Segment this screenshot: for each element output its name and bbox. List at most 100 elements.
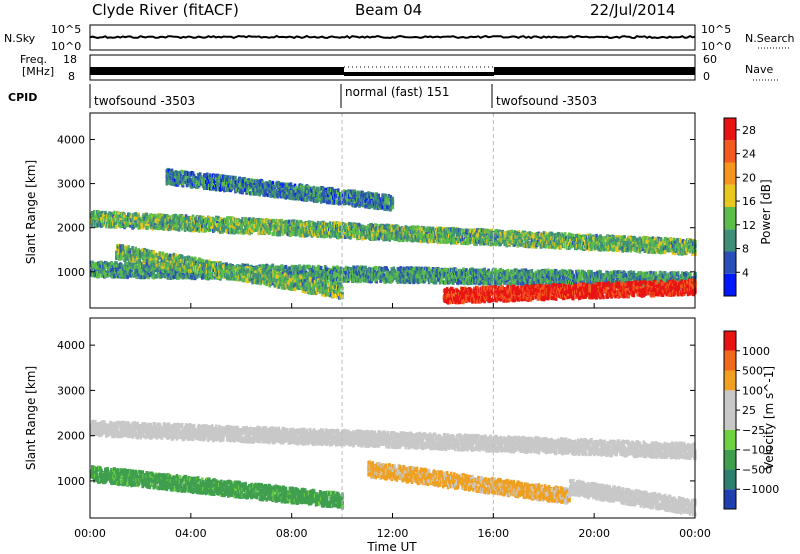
heatmap-cell bbox=[445, 239, 449, 244]
heatmap-cell bbox=[304, 227, 308, 232]
heatmap-cell bbox=[152, 225, 156, 230]
heatmap-cell bbox=[589, 233, 592, 238]
heatmap-cell bbox=[368, 234, 371, 239]
heatmap-cell bbox=[589, 240, 592, 245]
heatmap-cell bbox=[615, 246, 618, 251]
heatmap-cell bbox=[243, 263, 246, 268]
heatmap-cell bbox=[126, 262, 129, 267]
heatmap-cell bbox=[605, 247, 608, 252]
heatmap-cell bbox=[135, 272, 138, 277]
heatmap-cell bbox=[155, 266, 159, 271]
heatmap-cell bbox=[479, 232, 482, 237]
heatmap-cell bbox=[584, 236, 587, 240]
heatmap-cell bbox=[114, 220, 117, 225]
heatmap-cell bbox=[485, 235, 488, 240]
heatmap-cell bbox=[611, 244, 614, 249]
heatmap-cell bbox=[408, 237, 412, 242]
heatmap-cell bbox=[299, 266, 303, 270]
heatmap-cell bbox=[281, 265, 285, 270]
nsky-tick-top: 10^5 bbox=[51, 23, 81, 36]
heatmap-cell bbox=[392, 224, 396, 229]
heatmap-cell bbox=[422, 226, 426, 231]
heatmap-cell bbox=[115, 261, 118, 266]
heatmap-cell bbox=[148, 273, 152, 277]
heatmap-cell bbox=[272, 218, 276, 223]
heatmap-cell bbox=[569, 236, 572, 241]
heatmap-cell bbox=[112, 270, 115, 275]
heatmap-cell bbox=[302, 223, 306, 228]
heatmap-cell bbox=[240, 224, 243, 229]
heatmap-cell bbox=[115, 266, 118, 271]
heatmap-cell bbox=[103, 266, 106, 271]
heatmap-cell bbox=[147, 267, 151, 272]
heatmap-cell bbox=[375, 223, 378, 228]
heatmap-cell bbox=[563, 232, 567, 237]
heatmap-cell bbox=[135, 216, 138, 221]
heatmap-cell bbox=[140, 275, 143, 280]
heatmap-cell bbox=[514, 240, 518, 245]
freq-band-segment-2 bbox=[344, 72, 494, 76]
heatmap-cell bbox=[221, 219, 224, 224]
heatmap-cell bbox=[105, 261, 108, 266]
heatmap-cell bbox=[130, 215, 133, 220]
heatmap-cell bbox=[231, 222, 234, 226]
heatmap-cell bbox=[143, 275, 146, 279]
heatmap-cell bbox=[365, 225, 368, 230]
heatmap-cell bbox=[674, 243, 678, 248]
heatmap-cell bbox=[344, 235, 347, 239]
heatmap-cell bbox=[236, 226, 239, 230]
heatmap-cell bbox=[100, 260, 103, 265]
heatmap-cell bbox=[136, 223, 139, 228]
heatmap-cell bbox=[451, 229, 454, 234]
heatmap-cell bbox=[296, 270, 300, 275]
heatmap-cell bbox=[651, 236, 655, 241]
heatmap-cell bbox=[115, 224, 118, 229]
heatmap-cell bbox=[279, 225, 283, 230]
heatmap-cell bbox=[480, 239, 483, 244]
heatmap-cell bbox=[144, 269, 148, 274]
heatmap-cell bbox=[570, 244, 573, 249]
heatmap-cell bbox=[574, 236, 577, 241]
heatmap-cell bbox=[464, 239, 467, 244]
heatmap-cell bbox=[542, 242, 546, 247]
heatmap-cell bbox=[438, 236, 442, 241]
heatmap-cell bbox=[527, 233, 531, 238]
heatmap-cell bbox=[569, 238, 572, 243]
heatmap-cell bbox=[125, 271, 128, 276]
heatmap-cell bbox=[475, 230, 478, 235]
heatmap-cell bbox=[334, 221, 337, 226]
heatmap-cell bbox=[284, 265, 288, 270]
heatmap-cell bbox=[304, 229, 308, 234]
heatmap-cell bbox=[170, 218, 174, 223]
heatmap-cell bbox=[626, 248, 629, 253]
heatmap-cell bbox=[177, 221, 181, 226]
heatmap-cell bbox=[129, 263, 132, 268]
heatmap-cell bbox=[412, 227, 416, 232]
heatmap-cell bbox=[631, 241, 635, 246]
heatmap-cell bbox=[197, 228, 201, 233]
heatmap-cell bbox=[399, 228, 403, 233]
heatmap-cell bbox=[368, 227, 371, 232]
heatmap-cell bbox=[582, 234, 585, 239]
heatmap-cell bbox=[294, 265, 298, 269]
heatmap-cell bbox=[597, 241, 600, 246]
heatmap-cell bbox=[250, 217, 253, 222]
heatmap-cell bbox=[110, 263, 113, 268]
cpid-segment-2: normal (fast) 151 bbox=[345, 85, 449, 99]
heatmap-cell bbox=[141, 225, 144, 230]
heatmap-cell bbox=[358, 223, 361, 228]
heatmap-cell bbox=[202, 221, 206, 226]
heatmap-cell bbox=[328, 231, 331, 236]
heatmap-cell bbox=[211, 275, 214, 280]
heatmap-cell bbox=[126, 275, 129, 280]
heatmap-cell bbox=[572, 233, 575, 238]
heatmap-cell bbox=[519, 242, 523, 247]
freq-panel: Freq. [MHz] 18 8 60 0 Nave bbox=[20, 53, 778, 83]
heatmap-cell bbox=[340, 233, 343, 238]
heatmap-cell bbox=[610, 242, 613, 247]
heatmap-cell bbox=[113, 263, 116, 268]
heatmap-cell bbox=[242, 229, 245, 234]
heatmap-cell bbox=[602, 239, 605, 244]
heatmap-cell bbox=[625, 242, 628, 247]
